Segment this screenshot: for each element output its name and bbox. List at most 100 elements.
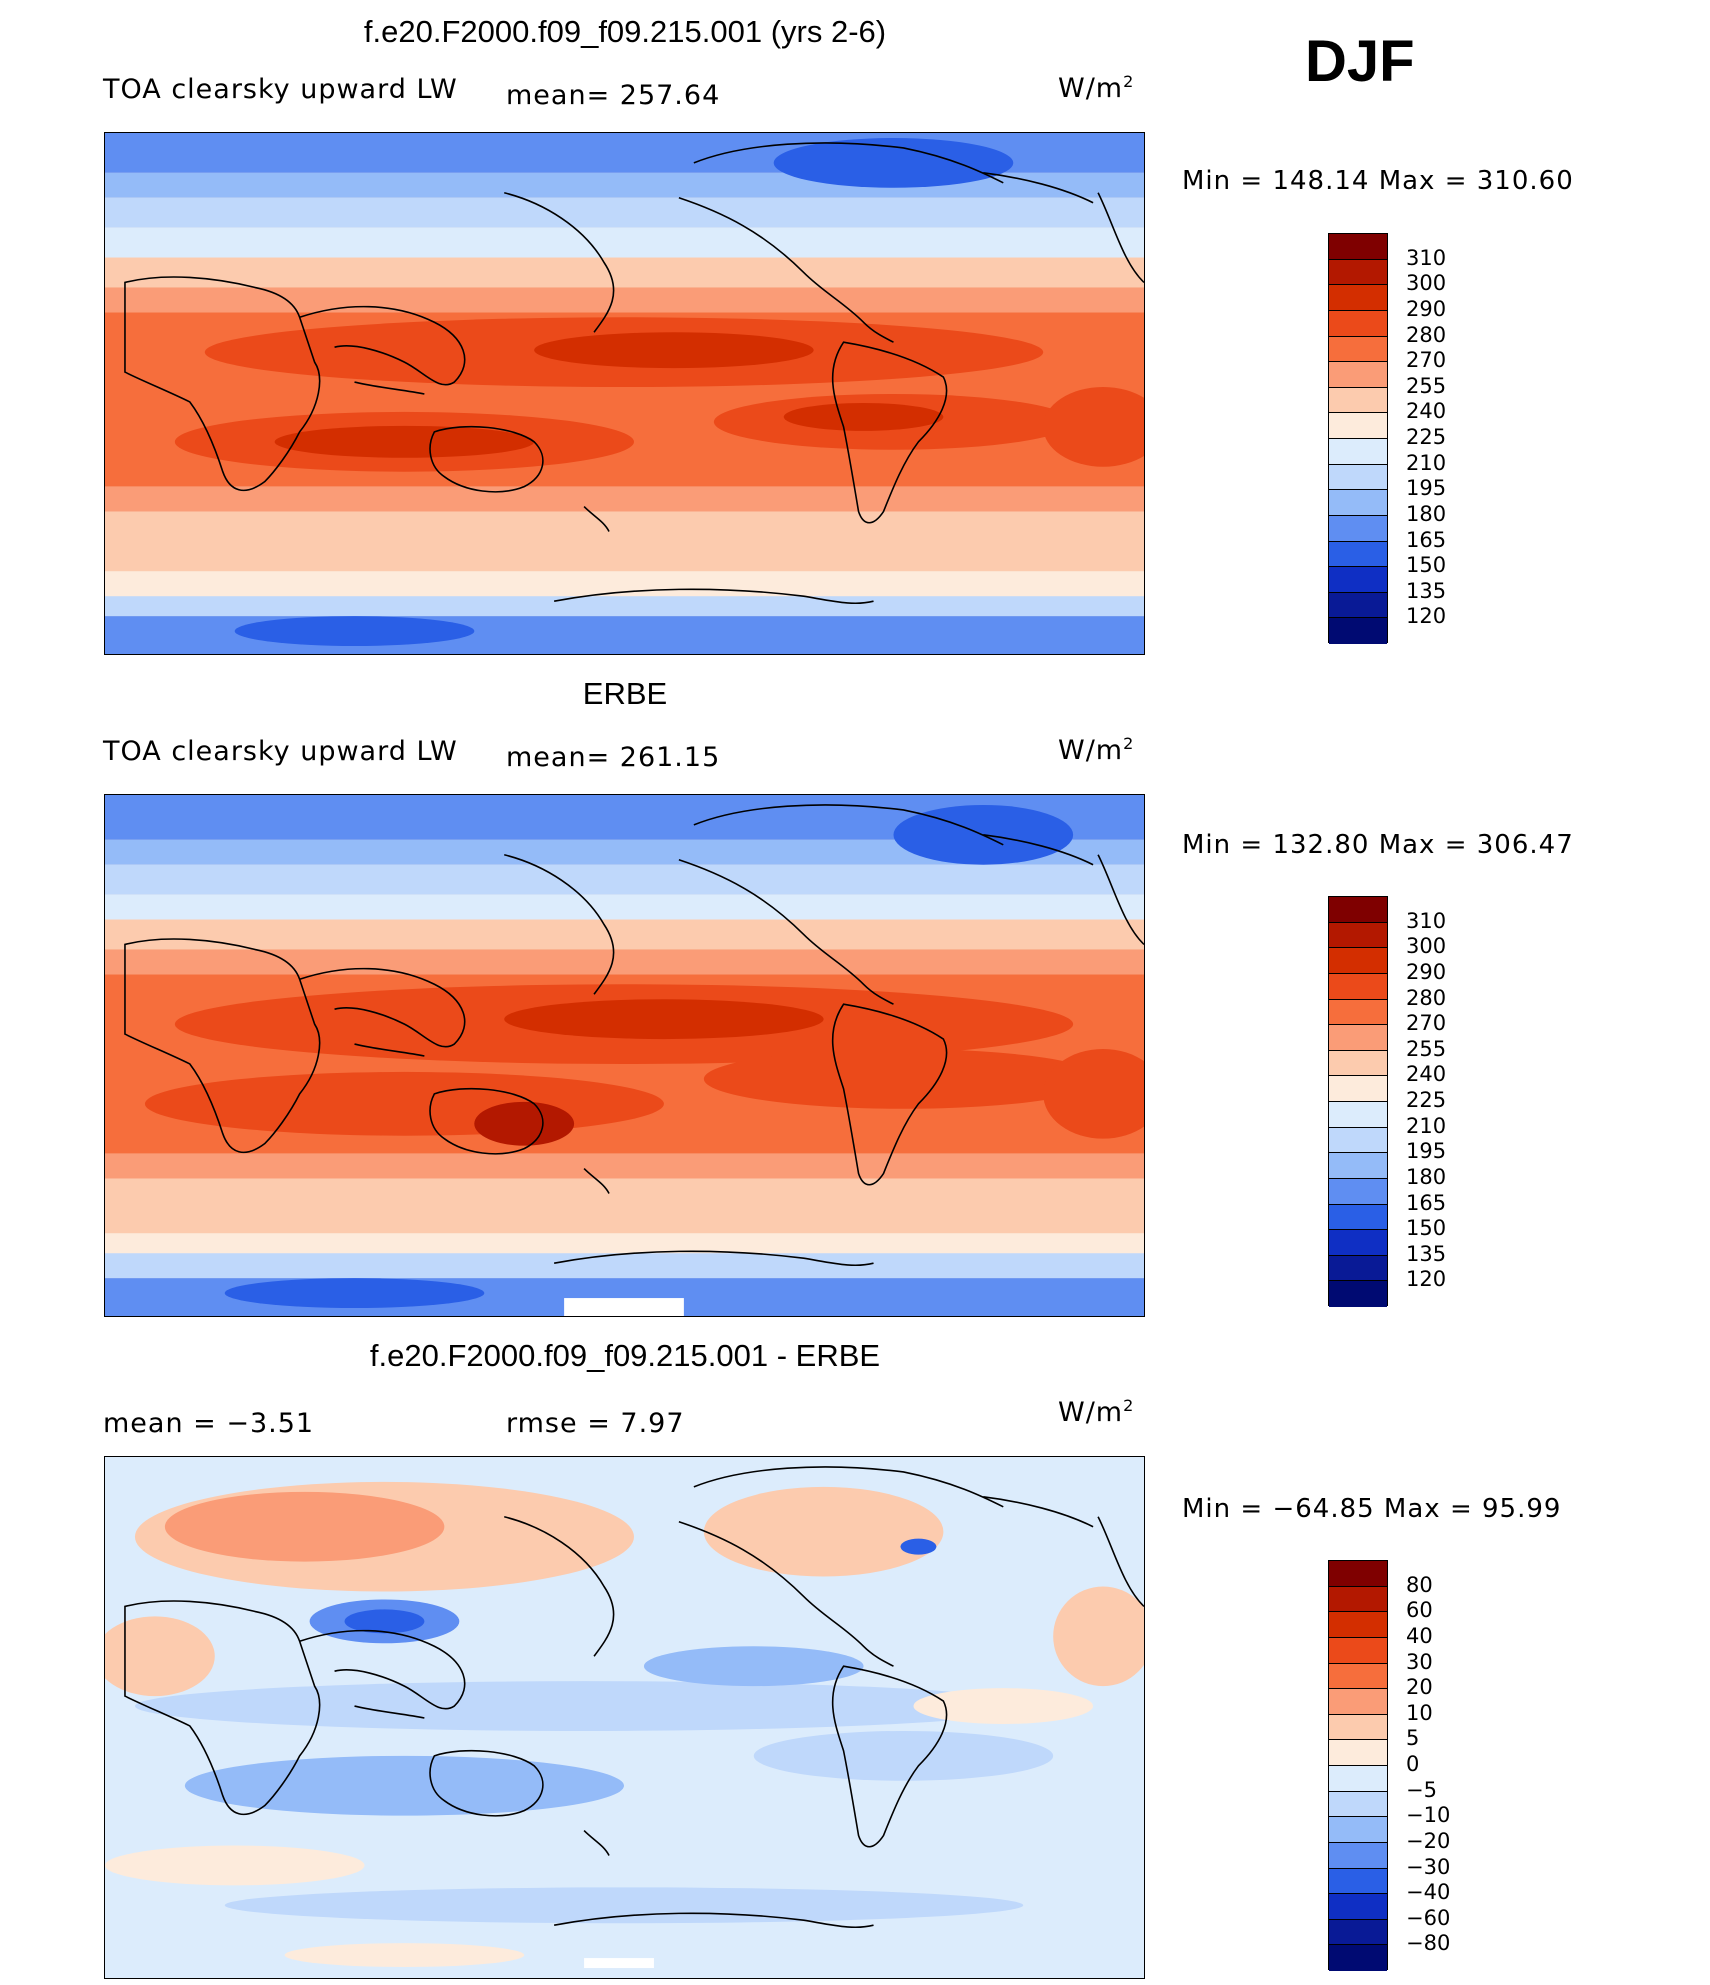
colorbar-swatch xyxy=(1329,999,1387,1026)
colorbar-tick-label: 210 xyxy=(1406,450,1447,475)
colorbar-swatch xyxy=(1329,1230,1387,1256)
colorbar-tick-label: 120 xyxy=(1406,1267,1447,1292)
colorbar-swatch xyxy=(1329,1127,1387,1154)
colorbar-tick-label: 240 xyxy=(1406,1062,1447,1087)
colorbar-tick-label: 270 xyxy=(1406,348,1447,373)
colorbar-tick-label: −20 xyxy=(1406,1828,1451,1853)
colorbar-tick-label: 5 xyxy=(1406,1726,1420,1751)
colorbar-swatch xyxy=(1329,490,1387,516)
colorbar-swatch xyxy=(1329,1766,1387,1792)
colorbar-tick-label: 255 xyxy=(1406,373,1447,398)
colorbar-tick-label: 150 xyxy=(1406,553,1447,578)
colorbar-swatch xyxy=(1329,618,1387,644)
panel-2-colorbar xyxy=(1328,896,1388,1307)
colorbar-swatch xyxy=(1329,973,1387,1000)
colorbar-swatch xyxy=(1329,592,1387,619)
colorbar-swatch xyxy=(1329,362,1387,388)
panel-3-units: W/m2 xyxy=(1058,1396,1135,1428)
colorbar-tick-label: 310 xyxy=(1406,245,1447,270)
colorbar-tick-label: 135 xyxy=(1406,1241,1447,1266)
colorbar-swatch xyxy=(1329,1945,1387,1971)
colorbar-swatch xyxy=(1329,1919,1387,1946)
colorbar-swatch xyxy=(1329,1612,1387,1638)
panel-2-mean-label: mean= 261.15 xyxy=(506,742,721,773)
colorbar-swatch xyxy=(1329,1894,1387,1920)
colorbar-swatch xyxy=(1329,1102,1387,1128)
panel-2-title: ERBE xyxy=(582,676,668,711)
colorbar-tick-label: 60 xyxy=(1406,1598,1433,1623)
colorbar-swatch xyxy=(1329,1153,1387,1179)
colorbar-swatch xyxy=(1329,1586,1387,1613)
colorbar-swatch xyxy=(1329,336,1387,363)
colorbar-tick-label: −30 xyxy=(1406,1854,1451,1879)
panel-1-map xyxy=(104,132,1145,655)
colorbar-tick-label: 195 xyxy=(1406,1139,1447,1164)
colorbar-swatch xyxy=(1329,439,1387,465)
colorbar-tick-label: 40 xyxy=(1406,1623,1433,1648)
colorbar-tick-label: 225 xyxy=(1406,425,1447,449)
colorbar-tick-label: 225 xyxy=(1406,1088,1447,1112)
colorbar-tick-label: 310 xyxy=(1406,908,1447,933)
colorbar-swatch xyxy=(1329,1561,1387,1587)
panel-2-map-svg xyxy=(105,795,1144,1316)
panel-1-mean-label: mean= 257.64 xyxy=(506,80,721,111)
panel-1-units: W/m2 xyxy=(1058,72,1135,104)
colorbar-tick-label: −60 xyxy=(1406,1905,1451,1930)
colorbar-swatch xyxy=(1329,1663,1387,1690)
colorbar-swatch xyxy=(1329,1714,1387,1741)
colorbar-tick-label: 290 xyxy=(1406,959,1447,984)
colorbar-tick-label: 255 xyxy=(1406,1036,1447,1061)
colorbar-swatch xyxy=(1329,1281,1387,1307)
panel-3-map xyxy=(104,1456,1145,1979)
colorbar-swatch xyxy=(1329,1842,1387,1869)
colorbar-swatch xyxy=(1329,1791,1387,1818)
colorbar-tick-label: 270 xyxy=(1406,1011,1447,1036)
colorbar-swatch xyxy=(1329,1178,1387,1205)
panel-1-minmax: Min = 148.14 Max = 310.60 xyxy=(1182,166,1574,196)
colorbar-tick-label: −10 xyxy=(1406,1803,1451,1828)
colorbar-tick-label: 165 xyxy=(1406,527,1447,552)
colorbar-swatch xyxy=(1329,1255,1387,1282)
colorbar-tick-label: 150 xyxy=(1406,1216,1447,1241)
colorbar-tick-label: 240 xyxy=(1406,399,1447,424)
colorbar-swatch xyxy=(1329,922,1387,949)
colorbar-swatch xyxy=(1329,1868,1387,1895)
panel-3-title: f.e20.F2000.f09_f09.215.001 - ERBE xyxy=(369,1338,881,1373)
colorbar-swatch xyxy=(1329,1740,1387,1766)
panel-3-rmse-stat: rmse = 7.97 xyxy=(506,1408,685,1439)
panel-1-map-svg xyxy=(105,133,1144,654)
colorbar-swatch xyxy=(1329,1050,1387,1077)
colorbar-swatch xyxy=(1329,948,1387,974)
panel-1-title: f.e20.F2000.f09_f09.215.001 (yrs 2-6) xyxy=(363,14,887,49)
panel-3-colorbar xyxy=(1328,1560,1388,1971)
colorbar-swatch xyxy=(1329,413,1387,439)
colorbar-swatch xyxy=(1329,1689,1387,1715)
season-label: DJF xyxy=(1305,29,1415,94)
colorbar-swatch xyxy=(1329,1204,1387,1231)
colorbar-tick-label: 280 xyxy=(1406,985,1447,1010)
colorbar-tick-label: −40 xyxy=(1406,1880,1451,1905)
panel-2-variable-label: TOA clearsky upward LW xyxy=(103,736,458,767)
panel-1-colorbar xyxy=(1328,233,1388,644)
colorbar-tick-label: 30 xyxy=(1406,1649,1433,1674)
colorbar-tick-label: 135 xyxy=(1406,578,1447,603)
colorbar-tick-label: 280 xyxy=(1406,322,1447,347)
colorbar-tick-label: −80 xyxy=(1406,1931,1451,1956)
colorbar-tick-label: 10 xyxy=(1406,1700,1433,1725)
colorbar-tick-label: 80 xyxy=(1406,1572,1433,1597)
colorbar-swatch xyxy=(1329,515,1387,542)
colorbar-swatch xyxy=(1329,310,1387,337)
colorbar-swatch xyxy=(1329,285,1387,311)
panel-2-map xyxy=(104,794,1145,1317)
colorbar-swatch xyxy=(1329,234,1387,260)
colorbar-tick-label: 300 xyxy=(1406,271,1447,296)
colorbar-tick-label: 300 xyxy=(1406,934,1447,959)
colorbar-swatch xyxy=(1329,897,1387,923)
panel-3-minmax: Min = −64.85 Max = 95.99 xyxy=(1182,1494,1562,1524)
colorbar-swatch xyxy=(1329,1076,1387,1102)
colorbar-tick-label: 120 xyxy=(1406,604,1447,629)
colorbar-tick-label: 180 xyxy=(1406,501,1447,526)
colorbar-tick-label: 20 xyxy=(1406,1675,1433,1700)
colorbar-tick-label: 165 xyxy=(1406,1190,1447,1215)
colorbar-swatch xyxy=(1329,1637,1387,1664)
